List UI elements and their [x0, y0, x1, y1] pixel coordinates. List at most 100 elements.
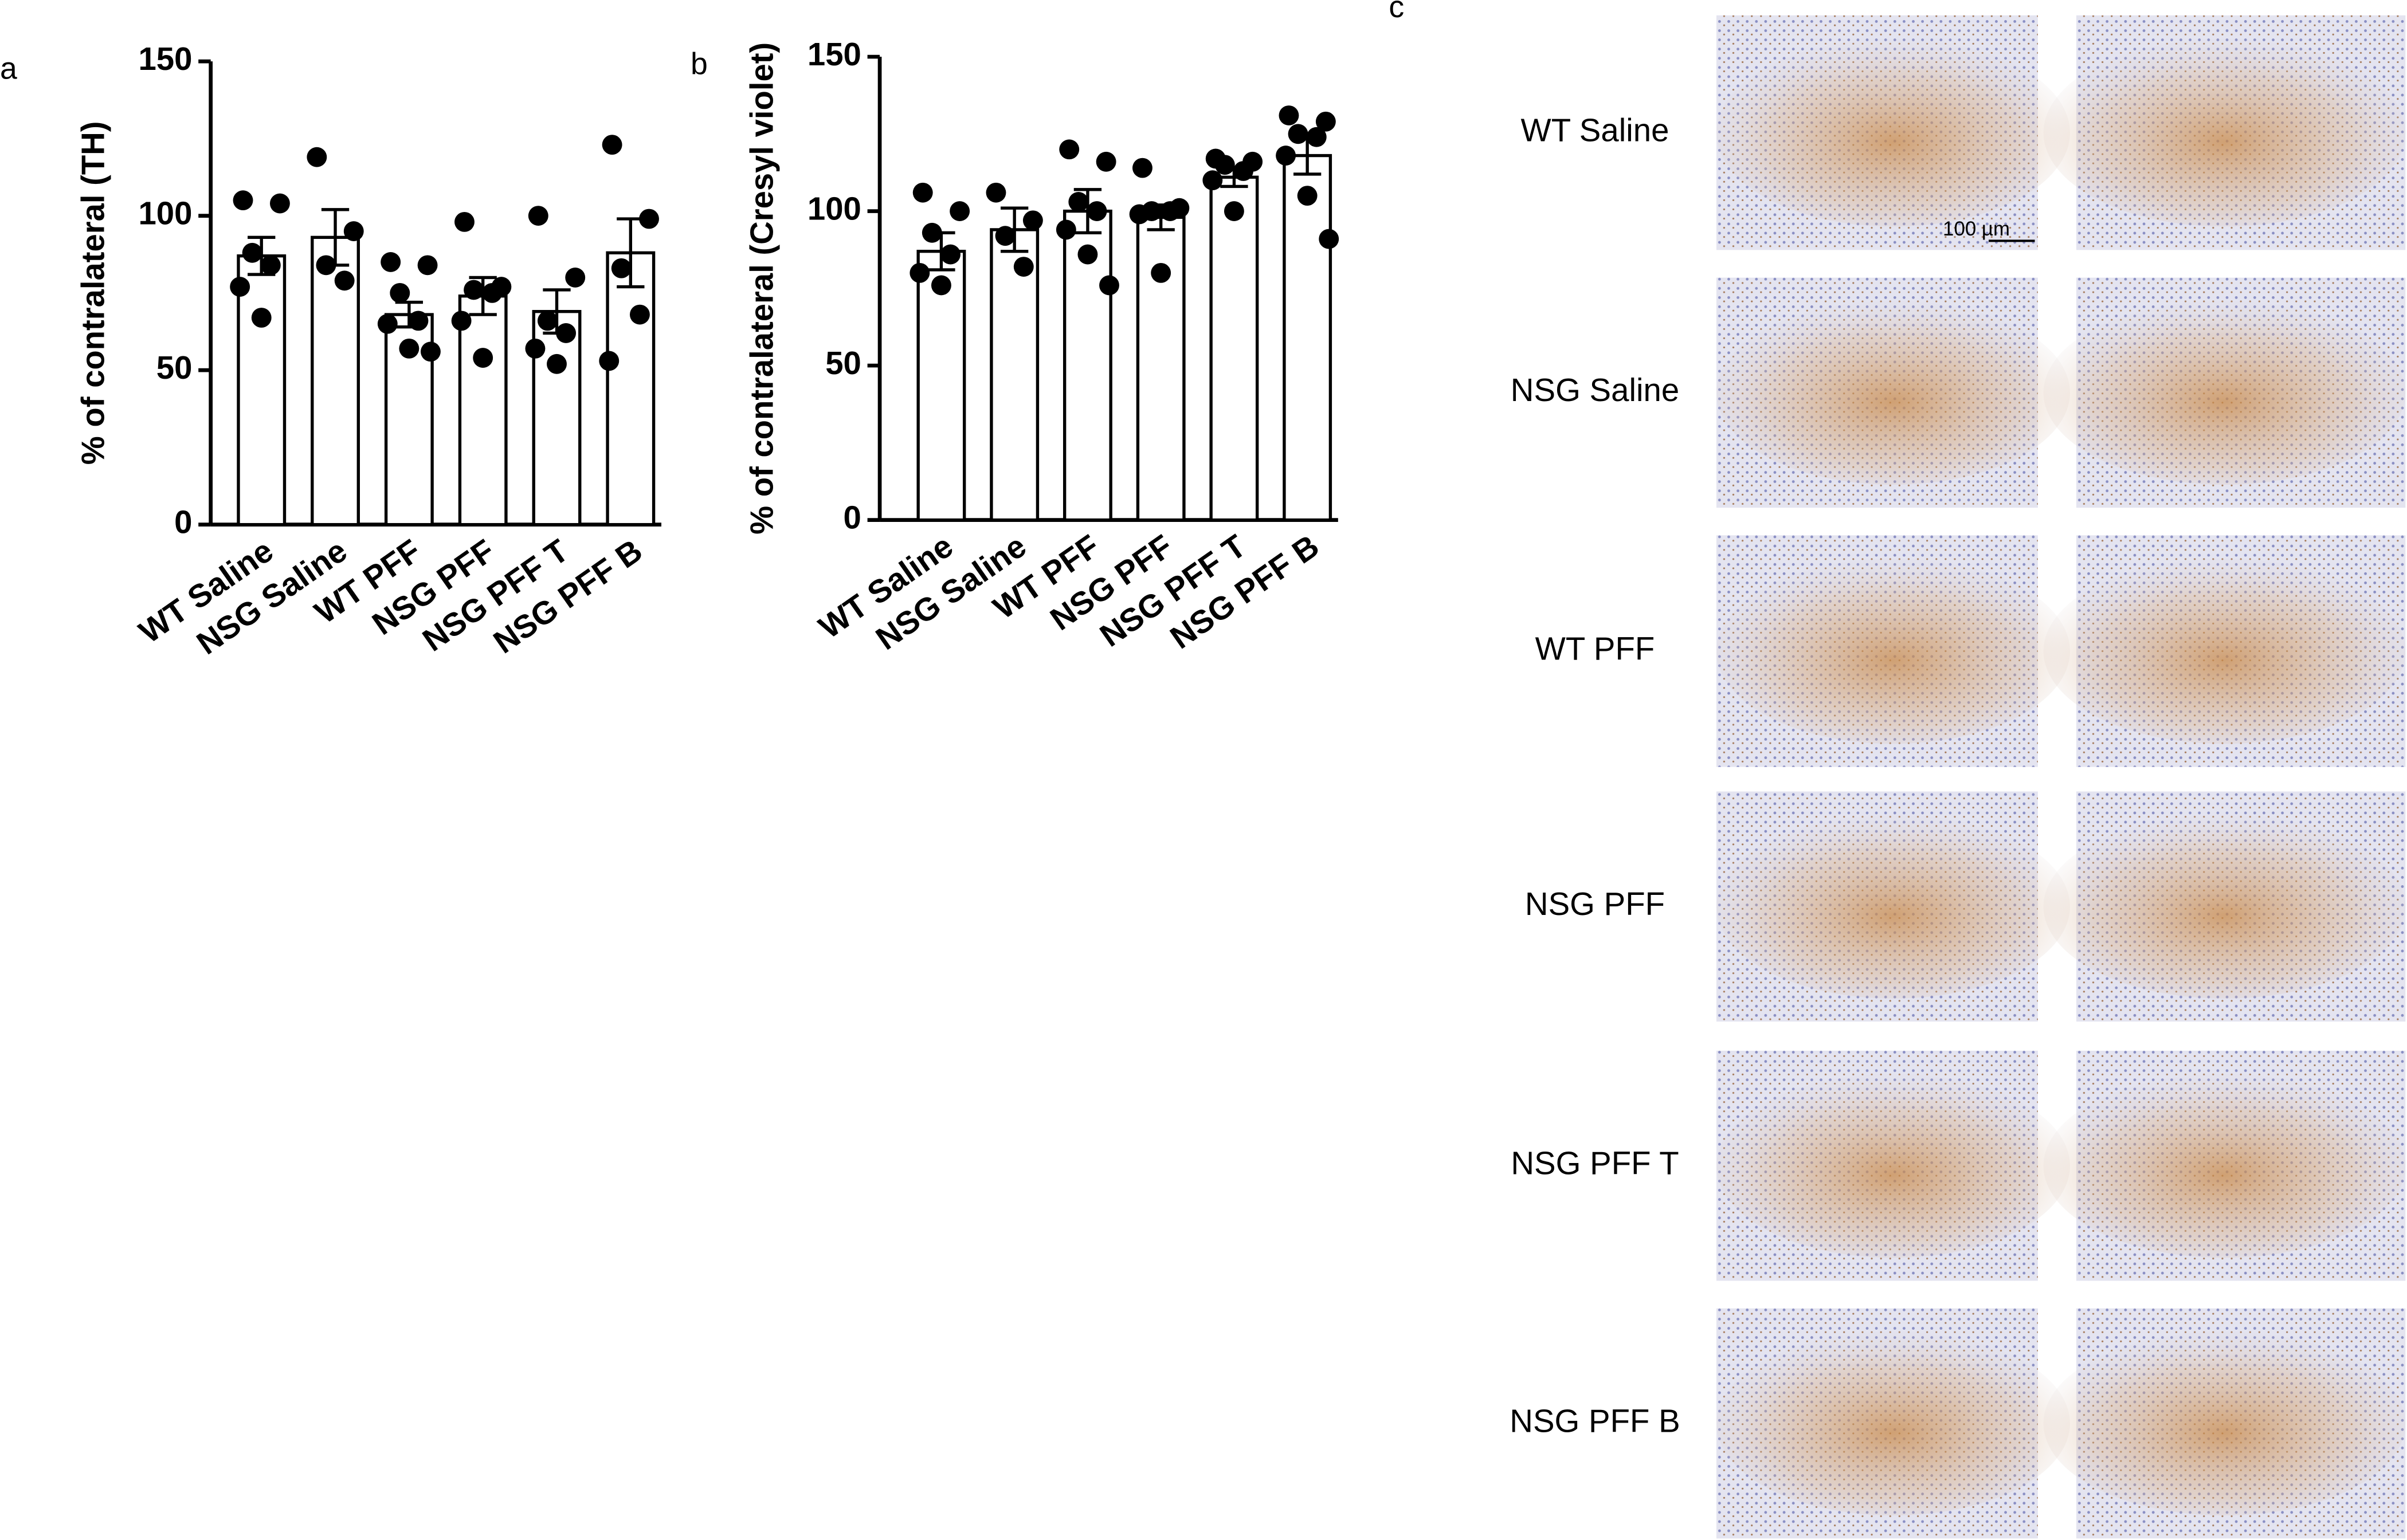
data-point [233, 190, 253, 211]
data-point [1160, 201, 1181, 221]
data-point [408, 311, 429, 331]
data-point [1013, 257, 1034, 277]
data-point [910, 262, 930, 283]
bar [1209, 175, 1259, 522]
data-point [940, 244, 961, 265]
data-point [537, 311, 558, 331]
y-tick-label: 0 [844, 500, 861, 536]
data-point [1202, 170, 1223, 191]
data-point [420, 341, 441, 362]
data-point [1315, 111, 1336, 132]
data-point [464, 280, 484, 300]
data-point [602, 135, 622, 155]
data-point [334, 270, 355, 291]
scale-bar-label: 100 µm [1943, 218, 2010, 240]
bar [1283, 154, 1332, 522]
y-tick-label: 150 [807, 36, 861, 72]
micrograph-stain [1716, 814, 2070, 999]
y-axis-label: % of contralateral (TH) [75, 121, 111, 465]
data-point [528, 206, 548, 226]
y-tick-label: 50 [825, 345, 861, 381]
data-point [307, 147, 327, 167]
micrograph-stain [1716, 38, 2070, 227]
data-point [390, 282, 410, 303]
error-bar [1001, 206, 1029, 253]
data-point [260, 255, 281, 276]
data-point [1288, 124, 1308, 144]
data-point [269, 193, 290, 214]
data-point [639, 209, 659, 229]
data-point [451, 311, 472, 331]
data-point [950, 201, 970, 221]
micrograph-stain [2043, 558, 2406, 744]
data-point [417, 255, 438, 276]
row-label: WT Saline [1521, 112, 1669, 148]
row-label: WT PFF [1535, 630, 1655, 666]
bar [1136, 215, 1186, 522]
data-point [1068, 192, 1089, 212]
data-point [611, 258, 632, 278]
data-point [1151, 262, 1171, 283]
data-point [1096, 151, 1116, 172]
data-point [1129, 204, 1150, 225]
data-point [242, 242, 262, 263]
data-point [1132, 158, 1152, 178]
data-point [1214, 155, 1235, 175]
row-label: NSG PFF B [1510, 1402, 1680, 1439]
data-point [1297, 186, 1318, 206]
data-point [230, 277, 250, 297]
data-point [1279, 105, 1299, 125]
micrograph-stain [2043, 300, 2406, 485]
data-point [547, 353, 567, 374]
bar [458, 294, 508, 527]
data-point [316, 255, 336, 276]
micrograph-stain [2043, 38, 2406, 227]
row-label: NSG PFF [1525, 886, 1665, 922]
data-point [1276, 146, 1296, 166]
data-point [1022, 210, 1043, 231]
data-point [1099, 275, 1119, 296]
micrograph-stain [1716, 1331, 2070, 1516]
y-axis-label: % of contralateral (Cresyl violet) [744, 42, 780, 535]
micrograph-stain [1716, 300, 2070, 485]
data-point [599, 351, 620, 371]
y-tick-label: 150 [138, 41, 192, 77]
row-label: NSG PFF T [1511, 1145, 1679, 1181]
data-point [1056, 219, 1076, 240]
data-point [482, 282, 503, 303]
data-point [629, 304, 650, 325]
bar [916, 249, 966, 522]
data-point [565, 268, 586, 288]
data-point [1077, 244, 1098, 265]
data-point [1233, 161, 1253, 181]
panel-label: b [691, 46, 708, 81]
data-point [912, 182, 933, 203]
data-point [473, 348, 493, 368]
data-point [1087, 201, 1107, 221]
y-tick-label: 100 [807, 190, 861, 226]
data-point [525, 338, 546, 359]
data-point [931, 275, 951, 296]
data-point [1319, 229, 1339, 249]
data-point [251, 308, 272, 328]
y-tick-label: 0 [174, 504, 192, 540]
data-point [922, 222, 942, 243]
data-point [343, 221, 364, 241]
data-point [556, 323, 577, 343]
data-point [1059, 139, 1080, 160]
data-point [454, 211, 475, 232]
micrograph-stain [2043, 814, 2406, 999]
micrograph-stain [2043, 1331, 2406, 1516]
bar [606, 251, 656, 527]
data-point [381, 252, 401, 272]
row-label: NSG Saline [1511, 372, 1679, 408]
data-point [1306, 127, 1327, 147]
bar [237, 254, 287, 527]
data-point [399, 338, 420, 359]
micrograph-stain [1716, 1074, 2070, 1258]
data-point [377, 313, 398, 334]
data-point [986, 182, 1006, 203]
data-point [1224, 201, 1244, 221]
micrograph-stain [2043, 1074, 2406, 1258]
